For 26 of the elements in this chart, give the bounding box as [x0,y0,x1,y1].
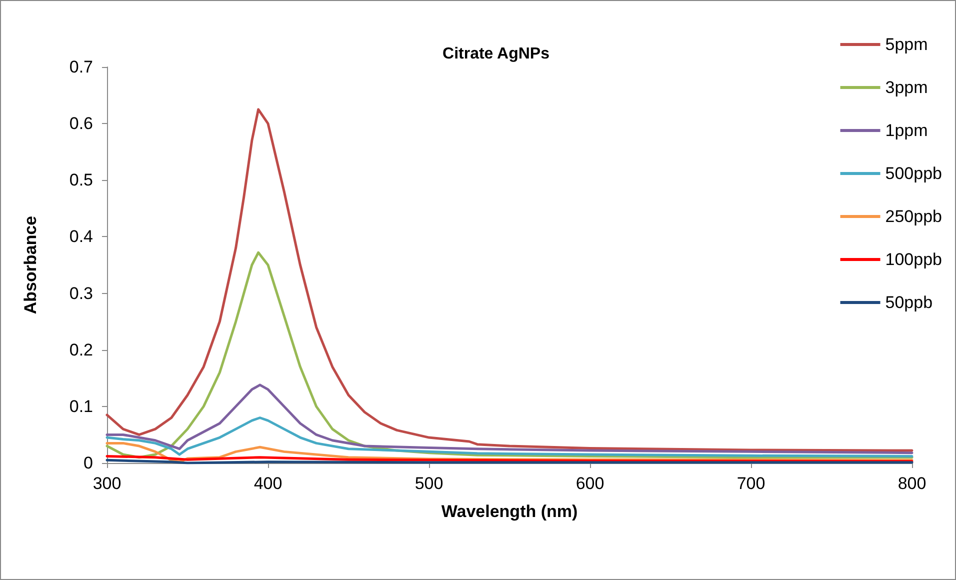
line-series [106,416,914,458]
y-tick-label: 0.2 [69,340,93,360]
y-tick-label: 0.3 [69,284,93,303]
y-tick-label: 0.6 [69,114,93,134]
y-tick-label: 0.5 [69,170,93,190]
x-tick-label: 600 [576,474,604,493]
x-tick-label: 500 [414,474,444,493]
line-series [106,384,914,454]
x-axis-title: Wavelength (nm) [441,502,578,521]
y-tick-label: 0.1 [69,396,93,416]
y-tick-label: 0.4 [69,227,93,246]
x-tick-label: 400 [254,474,282,493]
legend-label: 50ppb [885,293,933,312]
legend-label: 3ppm [885,78,928,97]
legend-label: 5ppm [885,35,928,54]
y-tick-label: 0 [84,454,93,472]
legend-label: 500ppb [885,164,942,183]
x-tick-label: 800 [898,474,926,493]
chart-title: Citrate AgNPs [442,46,550,62]
legend-label: 100ppb [885,250,942,269]
legend-label: 1ppm [885,121,928,140]
y-axis-title: Absorbance [21,216,40,314]
x-tick-label: 300 [92,474,122,493]
y-tick-label: 0.7 [69,58,93,76]
x-tick-label: 700 [736,474,766,493]
legend-label: 250ppb [885,207,942,226]
